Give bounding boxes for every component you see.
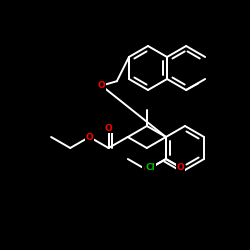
Text: O: O — [143, 166, 151, 174]
Text: Cl: Cl — [146, 163, 156, 172]
Text: O: O — [98, 81, 105, 90]
Text: O: O — [105, 124, 112, 133]
Text: O: O — [176, 163, 184, 172]
Text: O: O — [86, 132, 93, 141]
